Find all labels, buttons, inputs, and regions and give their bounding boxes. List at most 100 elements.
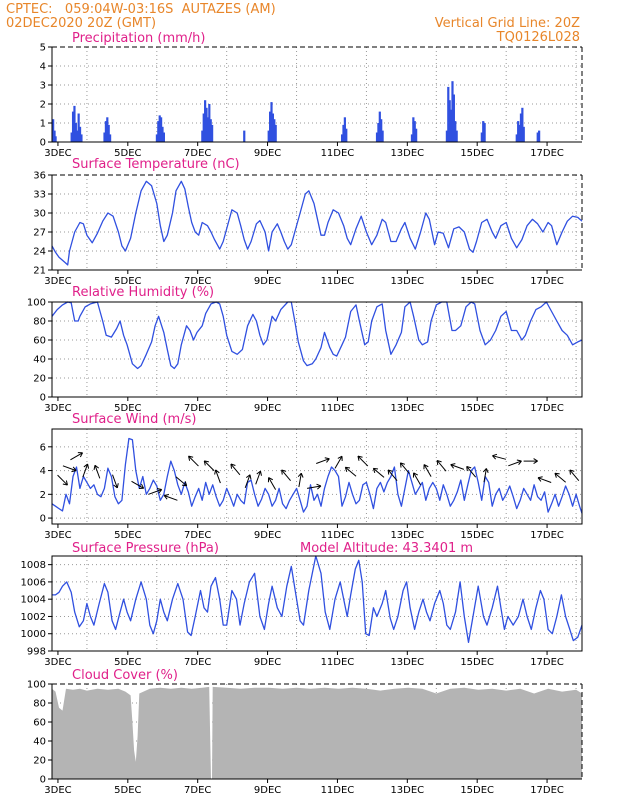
wind-series-line — [51, 437, 583, 514]
precip-bar — [77, 113, 80, 142]
wind-ytick-label: 0 — [40, 514, 46, 525]
wind-arrow-shaft — [268, 477, 277, 490]
precip-bar — [345, 128, 348, 142]
wind-arrow-shaft — [62, 465, 77, 472]
wind-arrow — [281, 469, 291, 481]
wind-arrow-head — [482, 468, 489, 473]
wind-arrow-shaft — [175, 476, 187, 487]
rh-ytick-label: 20 — [33, 374, 46, 385]
precip-ytick-label: 1 — [40, 119, 46, 130]
precip-bar — [518, 124, 521, 142]
temp-xtick-label: 15DEC — [460, 276, 494, 287]
pressure-xtick-label: 17DEC — [530, 657, 564, 668]
cloud-ytick-label: 20 — [33, 756, 46, 767]
precip-bar — [158, 115, 161, 142]
wind-arrow-head — [372, 467, 379, 474]
wind-arrow-shaft — [466, 466, 477, 478]
precip-bar — [54, 136, 57, 142]
wind-arrow — [267, 477, 277, 490]
cloud-xtick-label: 9DEC — [254, 785, 281, 796]
rh-xtick-label: 9DEC — [254, 403, 281, 414]
precip-bar — [480, 132, 483, 142]
wind-arrow-shaft — [148, 489, 162, 495]
wind-arrow — [492, 453, 507, 460]
wind-arrow — [357, 455, 369, 467]
wind-arrow-shaft — [230, 463, 241, 476]
temp-series-line — [51, 180, 583, 266]
temp-xtick-label: 5DEC — [114, 276, 141, 287]
pressure-ytick-label: 1000 — [21, 629, 46, 640]
precip-ytick-label: 3 — [40, 81, 46, 92]
cloud-ytick-label: 0 — [40, 775, 46, 786]
precip-bar — [410, 134, 414, 142]
wind-arrow-shaft — [537, 477, 552, 483]
wind-arrow-head — [113, 483, 119, 489]
wind-arrow — [316, 457, 330, 464]
wind-arrow — [554, 472, 566, 483]
precip-bar — [209, 119, 212, 142]
wind-arrow-head — [256, 470, 262, 476]
wind-arrow — [70, 452, 84, 461]
wind-arrow-head — [297, 472, 304, 478]
wind-ytick-label: 4 — [40, 466, 46, 477]
pressure-xtick-label: 5DEC — [114, 657, 141, 668]
wind-arrow-shaft — [298, 473, 302, 488]
wind-arrow-head — [399, 462, 406, 468]
precip-bar — [482, 121, 485, 142]
precip-bar — [201, 130, 204, 142]
precip-bar — [206, 117, 210, 142]
wind-arrow — [62, 465, 77, 473]
wind-arrow — [82, 463, 90, 478]
precip-bar — [267, 130, 270, 142]
precip-bar — [205, 107, 208, 142]
wind-arrow-shaft — [373, 468, 385, 478]
wind-arrow-shaft — [316, 458, 330, 464]
wind-arrow-head — [533, 458, 538, 465]
temp-xtick-label: 9DEC — [254, 276, 281, 287]
wind-xtick-label: 3DEC — [44, 530, 71, 541]
wind-arrow-head — [324, 457, 330, 463]
precip-bar — [380, 119, 383, 142]
rh-title: Relative Humidity (%) — [72, 285, 214, 300]
wind-arrow-head — [138, 483, 145, 489]
wind-arrow — [423, 464, 432, 477]
precip-bar — [74, 123, 77, 142]
temp-xtick-label: 7DEC — [184, 276, 211, 287]
wind-arrow — [163, 494, 178, 501]
wind-arrow-head — [156, 488, 163, 494]
wind-arrow-head — [554, 472, 560, 478]
wind-arrow-head — [412, 472, 418, 478]
precip-bar — [76, 130, 79, 142]
humidity-panel: Relative Humidity (%) 0 20 40 60 80 100 3DEC 5DE… — [27, 285, 583, 414]
wind-arrow — [334, 455, 343, 469]
wind-arrow-head — [316, 483, 322, 490]
precip-bar — [538, 130, 541, 142]
wind-arrow-head — [62, 480, 68, 486]
cloud-ytick-label: 40 — [33, 737, 46, 748]
precip-bar — [208, 104, 211, 142]
rh-xtick-label: 5DEC — [114, 403, 141, 414]
wind-arrow — [450, 463, 465, 470]
precip-bar — [155, 134, 159, 142]
wind-arrow-shaft — [492, 455, 507, 460]
precip-bar — [445, 130, 448, 142]
rh-xtick-label: 11DEC — [321, 403, 355, 414]
pressure-ytick-label: 998 — [27, 647, 46, 658]
precip-bar — [412, 117, 415, 142]
wind-arrow — [523, 458, 538, 465]
wind-arrow-head — [163, 494, 169, 500]
wind-xtick-label: 15DEC — [460, 530, 494, 541]
wind-arrow-shaft — [281, 469, 291, 481]
precip-bar — [161, 126, 164, 142]
wind-arrow-shaft — [164, 495, 178, 501]
cloud-xtick-label: 5DEC — [114, 785, 141, 796]
wind-arrow-head — [188, 455, 194, 461]
wind-title: Surface Wind (m/s) — [72, 412, 196, 427]
precip-xtick-label: 7DEC — [184, 148, 211, 159]
rh-xtick-label: 3DEC — [44, 403, 71, 414]
cloud-ytick-label: 80 — [33, 699, 46, 710]
wind-arrow-head — [357, 455, 363, 461]
precip-bar — [274, 124, 277, 142]
cloud-xtick-label: 3DEC — [44, 785, 71, 796]
temp-ytick-label: 30 — [33, 209, 46, 220]
